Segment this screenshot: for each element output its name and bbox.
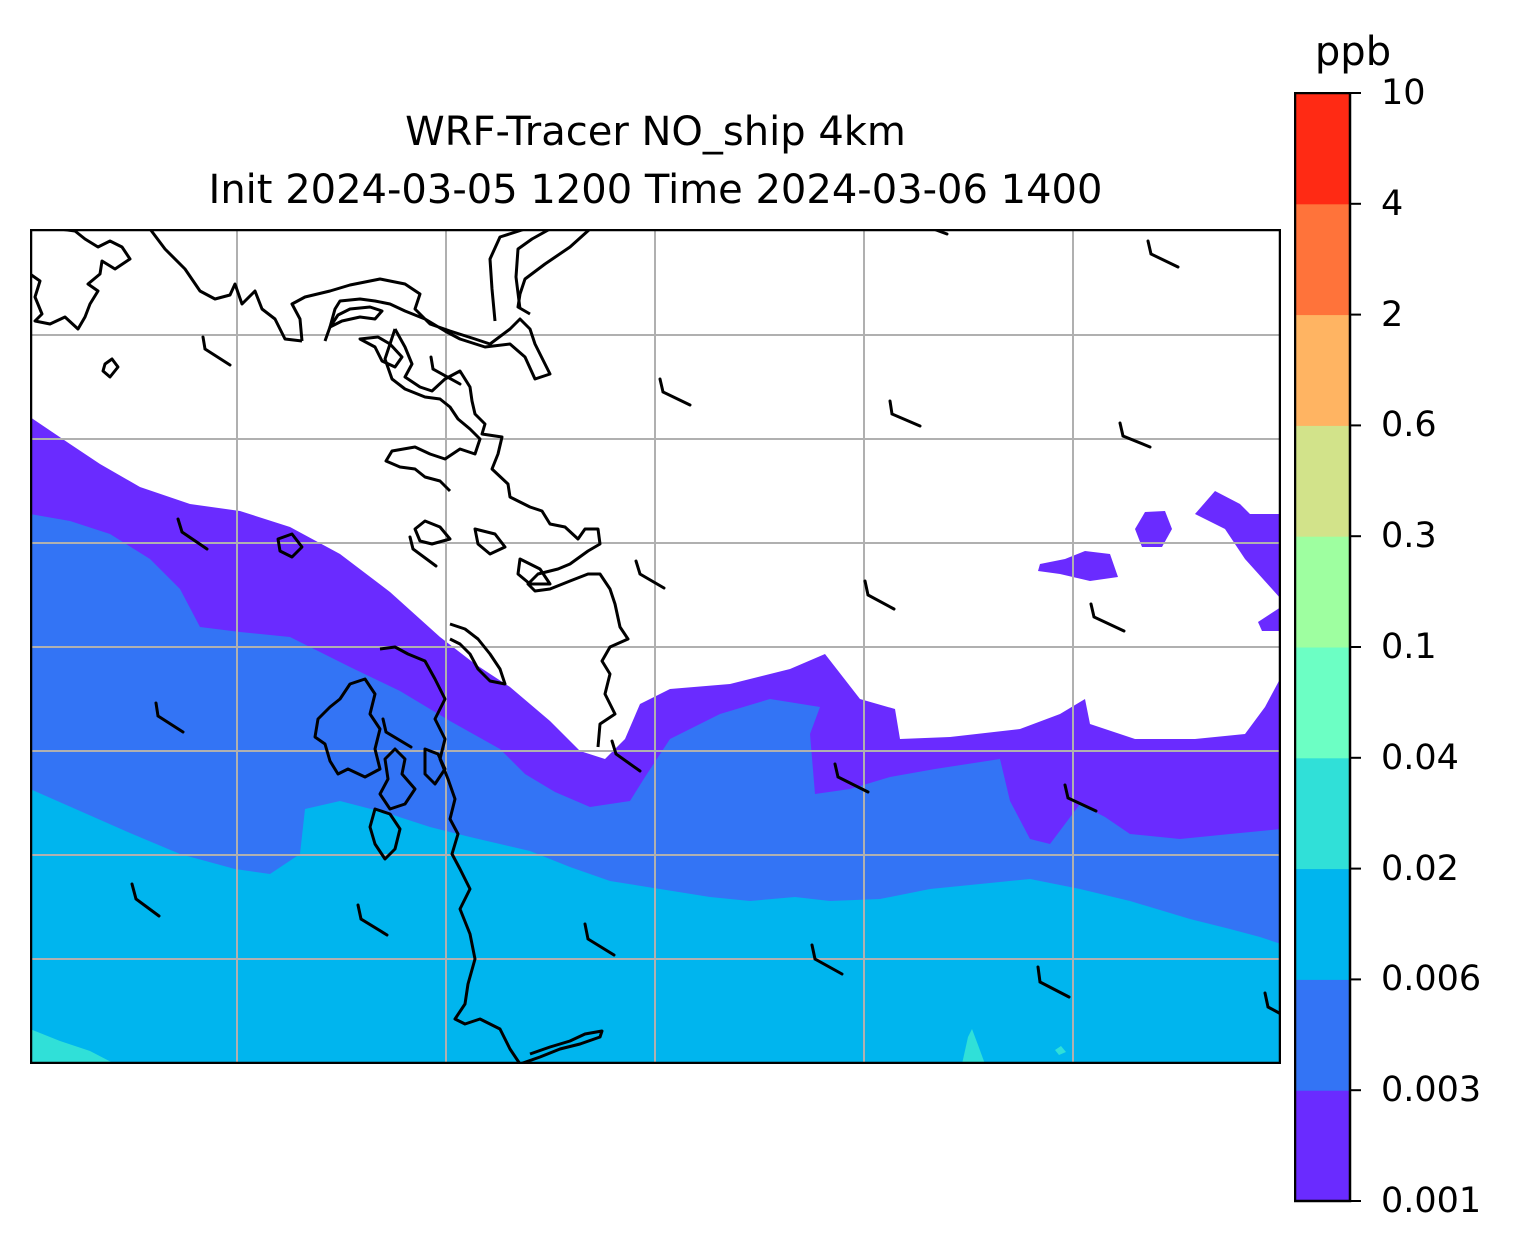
band-0.02-0.04-southwest <box>30 1029 115 1064</box>
map-border <box>30 229 1281 1064</box>
band-0.02-0.04-south-dot <box>1055 1046 1066 1055</box>
coastline-islands-mid-3 <box>276 532 304 559</box>
wind-barb <box>1146 239 1180 269</box>
coastline-islands-mid-1 <box>413 519 452 546</box>
colorbar-ticks <box>1350 92 1361 1202</box>
coastline-river-channel <box>488 229 551 322</box>
coastline-estuary <box>393 328 630 748</box>
coastline-inlet-north <box>148 229 303 343</box>
band-0.001-0.003-east-patch-b <box>1135 511 1172 547</box>
colorbar-tick-label: 10 <box>1381 73 1426 113</box>
colorbar-segment <box>1295 979 1350 1091</box>
colorbar-unit-label: ppb <box>1314 29 1392 75</box>
wind-barbs <box>130 229 1281 1016</box>
wind-barb <box>408 535 438 568</box>
colorbar-tick-label: 0.1 <box>1381 627 1437 667</box>
wind-barb <box>1063 783 1098 813</box>
colorbar-segment <box>1295 93 1350 205</box>
coastline-northwest <box>30 229 132 331</box>
colorbar-segment <box>1295 757 1350 870</box>
colorbar-tick-label: 4 <box>1381 183 1404 224</box>
colorbar-segments <box>1295 93 1350 1202</box>
wind-barb <box>176 517 209 551</box>
colorbar-border <box>1294 92 1352 1203</box>
coastline-south-shore <box>519 1029 604 1064</box>
colorbar-segment <box>1295 868 1350 980</box>
colorbar-segment <box>1295 536 1350 648</box>
coastline-south-inner-4 <box>423 747 447 786</box>
colorbar-tick-label: 0.001 <box>1381 1181 1482 1221</box>
wind-barb <box>1263 991 1281 1016</box>
wind-barb <box>130 882 161 918</box>
coastline-estuary-west <box>383 328 482 493</box>
colorbar-segment <box>1295 314 1350 426</box>
coastline-south-inner <box>313 677 382 779</box>
coastline-island-2 <box>358 335 404 369</box>
coastline-mouth <box>449 622 507 686</box>
wind-barb <box>658 377 692 407</box>
colorbar-segment <box>1295 425 1350 537</box>
coastlines <box>30 229 630 1064</box>
wind-barb <box>201 335 232 367</box>
colorbar-tick-label: 0.003 <box>1381 1070 1482 1111</box>
colorbar-tick-label: 0.6 <box>1381 405 1437 446</box>
wind-barb <box>1118 421 1152 449</box>
wind-barb <box>429 355 462 386</box>
colorbar <box>1294 92 1361 1203</box>
coastline-south-inner-3 <box>368 807 402 861</box>
colorbar-tick-label: 0.006 <box>1381 959 1482 1000</box>
coastline-bay-shore <box>516 229 592 316</box>
coastline-south-peninsula <box>379 645 522 1064</box>
colorbar-tick-label: 0.04 <box>1381 737 1459 778</box>
wind-barb <box>929 229 949 236</box>
band-0.001-0.003-east-patch-c <box>1038 551 1118 581</box>
colorbar-segment <box>1295 203 1350 316</box>
wind-barb <box>888 399 922 428</box>
colorbar-tick-label: 0.02 <box>1381 848 1459 889</box>
wind-barb <box>1036 965 1071 999</box>
wind-barb <box>356 903 389 937</box>
colorbar-segment <box>1295 647 1350 759</box>
band-0.001-0.003-east-patch-a <box>1195 491 1281 599</box>
wind-barb <box>583 922 616 957</box>
coastline-south-inner-2 <box>378 747 417 811</box>
wind-barb <box>154 701 185 734</box>
coastline-island-1 <box>328 305 384 329</box>
wind-barb <box>833 762 870 794</box>
coastline-islands-mid-4 <box>516 557 552 586</box>
wind-barb <box>610 739 642 773</box>
wind-barb <box>381 717 413 749</box>
band-0.02-0.04-south-spike <box>962 1029 985 1064</box>
band-0.001-0.003-east-patch-d <box>1258 607 1281 631</box>
wind-barb <box>863 579 896 611</box>
gridlines <box>30 229 1281 1064</box>
colorbar-tick-label: 0.3 <box>1381 516 1437 557</box>
wind-barb <box>810 943 844 976</box>
wind-barb <box>1089 602 1126 633</box>
wind-barb <box>634 559 666 590</box>
map-panel <box>30 229 1281 1064</box>
colorbar-segment <box>1295 1090 1350 1202</box>
colorbar-tick-label: 2 <box>1381 294 1404 335</box>
map-title-line-1: WRF-Tracer NO_ship 4km <box>405 109 906 155</box>
coastline-peninsula <box>290 277 552 381</box>
coastline-island-3 <box>101 357 120 379</box>
coastline-islands-mid-2 <box>473 527 507 556</box>
map-title-line-2: Init 2024-03-05 1200 Time 2024-03-06 140… <box>208 167 1103 213</box>
